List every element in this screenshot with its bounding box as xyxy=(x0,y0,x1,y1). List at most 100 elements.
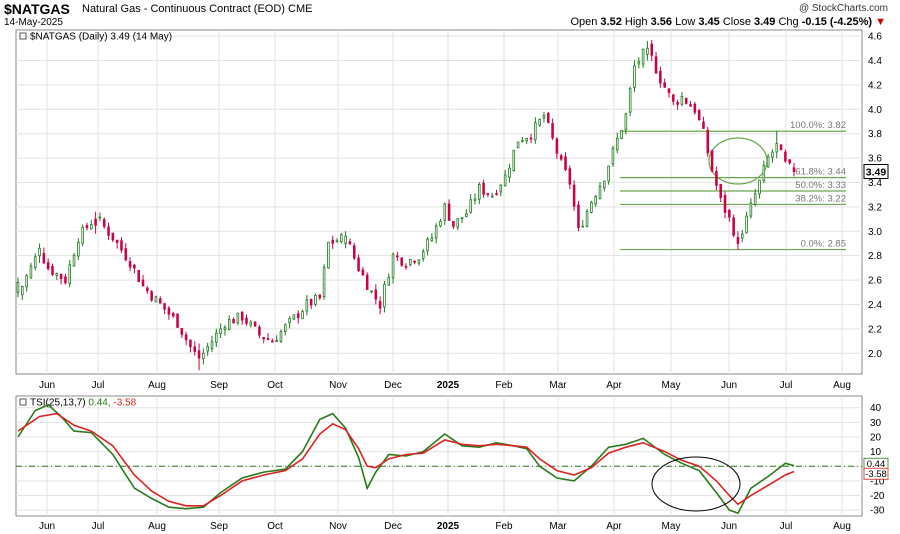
candle-body xyxy=(102,219,106,227)
candle-body xyxy=(404,265,408,268)
candle-body xyxy=(736,236,740,244)
stockcharts-brand[interactable]: @ StockCharts.com xyxy=(798,3,888,14)
tsi-last-value-tag xyxy=(863,467,889,480)
candle-body xyxy=(637,61,641,65)
candle-body xyxy=(684,97,688,104)
candle-body xyxy=(607,165,610,182)
candle-body xyxy=(227,319,231,330)
candle-body xyxy=(771,151,774,158)
candle-body xyxy=(732,217,735,236)
tsi-x-month-label: Oct xyxy=(267,521,283,532)
candle-body xyxy=(124,248,128,261)
price-y-tick-label: 2.8 xyxy=(868,251,882,262)
candle-body xyxy=(16,282,20,293)
candle-body xyxy=(111,232,115,241)
candle-body xyxy=(521,140,524,143)
tsi-x-month-label: Sep xyxy=(210,521,228,532)
candle-body xyxy=(499,184,503,193)
candle-body xyxy=(232,318,235,324)
candle-body xyxy=(615,137,619,151)
candle-body xyxy=(749,202,753,217)
symbol-title: $NATGAS xyxy=(4,1,70,17)
candle-body xyxy=(706,129,710,154)
candle-body xyxy=(728,209,731,218)
candle-body xyxy=(184,334,188,341)
candle-body xyxy=(762,165,766,182)
candle-body xyxy=(335,240,339,243)
candle-body xyxy=(784,151,787,162)
tsi-y-tick-label: -10 xyxy=(870,476,885,487)
price-x-month-label: May xyxy=(662,380,681,391)
candle-body xyxy=(740,233,744,239)
price-x-month-label: Apr xyxy=(606,380,622,391)
last-price-label: 3.49 xyxy=(866,167,887,179)
candle-body xyxy=(331,239,334,244)
tsi-series-line-signal xyxy=(17,412,795,507)
candle-body xyxy=(284,324,287,332)
candle-body xyxy=(672,94,675,102)
candle-body xyxy=(788,159,791,164)
candle-body xyxy=(516,141,520,149)
change-label: Chg xyxy=(778,16,799,28)
open-value: 3.52 xyxy=(600,16,622,28)
candle-body xyxy=(525,138,528,142)
candle-body xyxy=(590,201,593,213)
candle-body xyxy=(271,340,274,343)
exchange-text: CME xyxy=(288,3,313,15)
price-x-month-label: Jun xyxy=(721,380,737,391)
price-plot-frame xyxy=(15,29,863,375)
tsi-x-month-label: Jul xyxy=(780,521,793,532)
open-label: Open xyxy=(570,16,598,28)
price-y-tick-label: 3.0 xyxy=(868,227,882,238)
candle-body xyxy=(391,253,395,279)
tsi-legend-icon xyxy=(19,398,27,406)
fib-level-label: 50.0%: 3.33 xyxy=(795,180,846,191)
candle-body xyxy=(42,253,46,264)
candle-body xyxy=(400,257,403,266)
description-text: Natural Gas - Continuous Contract (EOD) xyxy=(82,3,285,15)
candle-body xyxy=(361,269,365,276)
candle-body xyxy=(413,260,416,263)
tsi-y-tick-label: 30 xyxy=(870,418,882,429)
tsi-x-month-label: Aug xyxy=(148,521,166,532)
candle-body xyxy=(469,199,472,213)
price-y-tick-label: 4.4 xyxy=(868,56,882,67)
price-x-month-label: Jul xyxy=(780,380,793,391)
candle-body xyxy=(352,245,356,259)
candle-body xyxy=(322,266,326,297)
candle-body xyxy=(137,270,140,283)
candle-body xyxy=(646,47,649,55)
tsi-highlight-ellipse xyxy=(651,456,741,512)
candle-body xyxy=(542,114,546,119)
candle-body xyxy=(409,259,412,265)
tsi-x-month-label: Jun xyxy=(721,521,737,532)
candle-body xyxy=(633,65,636,88)
candle-body xyxy=(628,88,632,113)
candle-body xyxy=(667,88,671,93)
candle-body xyxy=(29,265,33,279)
candle-body xyxy=(585,210,589,227)
fib-level-label: 0.0%: 2.85 xyxy=(801,239,846,250)
price-panel: 4.6 4.4 4.2 4.0 3.8 3.6 3.4 3.2 3.0 2.8 2.6 2.4 2.2 2… xyxy=(15,29,889,391)
candle-body xyxy=(253,321,257,327)
candle-body xyxy=(374,289,378,300)
candle-body xyxy=(503,174,507,187)
candle-body xyxy=(59,273,63,280)
fib-level-label: 100.0%: 3.82 xyxy=(790,120,846,131)
ohlc-quote: Open 3.52 High 3.56 Low 3.45 Close 3.49 … xyxy=(570,16,886,28)
candle-body xyxy=(594,196,597,205)
candle-body xyxy=(555,138,559,154)
candle-body xyxy=(745,215,748,234)
candle-body xyxy=(120,240,123,251)
low-value: 3.45 xyxy=(698,16,720,28)
price-y-tick-label: 4.6 xyxy=(868,32,882,43)
candle-body xyxy=(572,184,576,207)
candle-body xyxy=(51,265,54,275)
candle-body xyxy=(775,143,779,153)
candle-body xyxy=(193,346,197,352)
candle-body xyxy=(693,103,697,113)
tsi-y-tick-label: -30 xyxy=(870,506,885,517)
candle-body xyxy=(292,314,296,320)
price-x-month-label: Oct xyxy=(267,380,283,391)
price-x-month-label: Aug xyxy=(833,380,851,391)
